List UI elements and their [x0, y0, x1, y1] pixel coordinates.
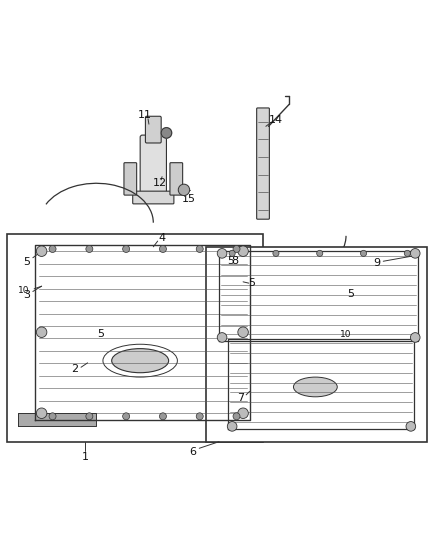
FancyBboxPatch shape — [257, 108, 269, 219]
Circle shape — [238, 246, 248, 256]
Circle shape — [227, 422, 237, 431]
FancyBboxPatch shape — [206, 247, 427, 442]
Circle shape — [159, 413, 166, 420]
Circle shape — [123, 246, 130, 253]
Circle shape — [410, 333, 420, 342]
Text: 15: 15 — [181, 193, 195, 204]
Circle shape — [159, 246, 166, 253]
Ellipse shape — [112, 349, 169, 373]
Circle shape — [217, 333, 227, 342]
Circle shape — [49, 413, 56, 420]
Text: 5: 5 — [227, 256, 234, 266]
Circle shape — [36, 408, 47, 418]
FancyBboxPatch shape — [140, 135, 166, 197]
Circle shape — [86, 413, 93, 420]
Text: 2: 2 — [71, 365, 78, 374]
Text: 1: 1 — [82, 452, 89, 462]
Circle shape — [238, 408, 248, 418]
Circle shape — [238, 327, 248, 337]
Circle shape — [36, 246, 47, 256]
Circle shape — [196, 246, 203, 253]
Text: 10: 10 — [340, 330, 352, 339]
Ellipse shape — [293, 377, 337, 397]
Circle shape — [196, 413, 203, 420]
FancyBboxPatch shape — [124, 163, 137, 195]
Text: 11: 11 — [138, 110, 152, 120]
Circle shape — [178, 184, 190, 196]
Circle shape — [49, 246, 56, 253]
Text: 5: 5 — [97, 329, 104, 340]
Text: 5: 5 — [347, 289, 354, 298]
Text: 9: 9 — [373, 258, 380, 268]
Text: 12: 12 — [153, 178, 167, 188]
Text: 5: 5 — [248, 278, 255, 288]
Circle shape — [404, 251, 410, 256]
Circle shape — [36, 327, 47, 337]
Text: 6: 6 — [189, 447, 196, 457]
Text: 14: 14 — [269, 115, 283, 125]
Circle shape — [161, 128, 172, 138]
Text: 10: 10 — [18, 286, 30, 295]
Circle shape — [233, 413, 240, 420]
FancyBboxPatch shape — [133, 191, 174, 204]
Text: 3: 3 — [23, 290, 30, 300]
FancyBboxPatch shape — [170, 163, 183, 195]
Circle shape — [123, 413, 130, 420]
FancyBboxPatch shape — [7, 233, 263, 442]
Circle shape — [273, 251, 279, 256]
Text: 5: 5 — [23, 257, 30, 267]
Polygon shape — [18, 413, 96, 426]
Circle shape — [86, 246, 93, 253]
Text: 4: 4 — [159, 233, 166, 243]
Circle shape — [229, 251, 235, 256]
Circle shape — [410, 248, 420, 258]
Text: 7: 7 — [237, 393, 244, 403]
Circle shape — [317, 251, 323, 256]
Circle shape — [233, 246, 240, 253]
Circle shape — [406, 422, 416, 431]
Circle shape — [360, 251, 367, 256]
Text: 8: 8 — [231, 256, 238, 266]
FancyBboxPatch shape — [145, 116, 161, 143]
Circle shape — [217, 248, 227, 258]
